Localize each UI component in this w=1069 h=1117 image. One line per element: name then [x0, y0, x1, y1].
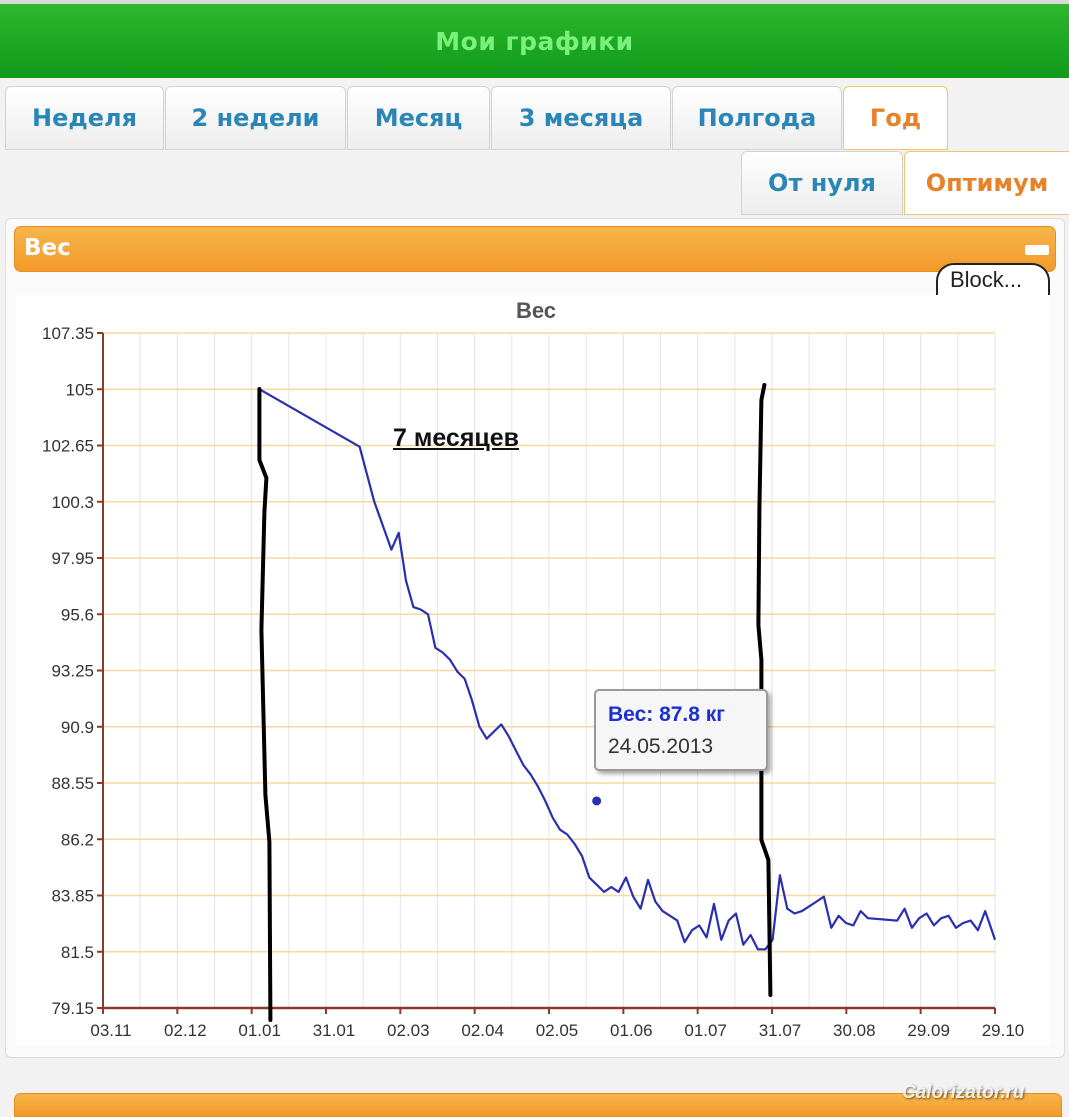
x-tick-label: 30.08	[833, 1021, 876, 1040]
y-tick-label: 90.9	[61, 718, 94, 737]
panel-header[interactable]: Вес	[14, 226, 1056, 272]
y-tick-label: 93.25	[51, 662, 94, 681]
y-tick-label: 79.15	[51, 999, 94, 1018]
x-tick-label: 01.07	[684, 1021, 727, 1040]
x-tick-label: 02.03	[387, 1021, 430, 1040]
tab-2-weeks[interactable]: 2 недели	[165, 86, 346, 150]
period-marker-line	[756, 383, 773, 997]
page-title: Мои графики	[435, 26, 634, 56]
x-tick-label: 29.10	[982, 1021, 1025, 1040]
y-tick-label: 83.85	[51, 887, 94, 906]
annotation-label: 7 месяцев	[393, 424, 520, 452]
y-tick-label: 105	[66, 380, 94, 399]
y-tick-label: 102.65	[42, 437, 94, 456]
watermark-logo: Calorizator.ru	[902, 1082, 1025, 1103]
block-button[interactable]: Block...	[936, 263, 1050, 295]
panel-title: Вес	[24, 235, 71, 261]
tab-half-year[interactable]: Полгода	[672, 86, 842, 150]
y-tick-label: 88.55	[51, 774, 94, 793]
tooltip-date: 24.05.2013	[608, 735, 714, 758]
y-tick-label: 107.35	[42, 324, 94, 343]
chart-tooltip: Вес: 87.8 кг 24.05.2013	[594, 689, 768, 771]
weight-series-line	[258, 388, 997, 951]
collapse-minus-icon[interactable]	[1025, 245, 1049, 255]
x-tick-label: 31.07	[759, 1021, 802, 1040]
tab-year[interactable]: Год	[843, 86, 948, 150]
x-tick-label: 02.04	[461, 1021, 504, 1040]
tab-optimum[interactable]: Оптимум	[904, 151, 1069, 215]
tab-week[interactable]: Неделя	[5, 86, 164, 150]
y-tick-label: 100.3	[51, 493, 94, 512]
y-tick-label: 95.6	[61, 605, 94, 624]
tab-from-zero[interactable]: От нуля	[741, 151, 903, 215]
x-tick-label: 03.11	[90, 1021, 131, 1040]
tooltip-value: Вес: 87.8 кг	[608, 703, 726, 726]
chart-title: Вес	[515, 298, 557, 323]
hovered-point	[592, 796, 602, 806]
period-marker-line	[257, 387, 273, 1022]
y-tick-label: 81.5	[61, 943, 94, 962]
y-tick-label: 86.2	[61, 830, 94, 849]
x-tick-label: 31.01	[313, 1021, 356, 1040]
y-tick-label: 97.95	[51, 549, 94, 568]
x-tick-label: 29.09	[907, 1021, 950, 1040]
x-tick-label: 02.12	[164, 1021, 207, 1040]
tab-3-months[interactable]: 3 месяца	[491, 86, 671, 150]
x-tick-label: 02.05	[536, 1021, 579, 1040]
x-tick-label: 01.01	[238, 1021, 281, 1040]
x-tick-label: 01.06	[610, 1021, 653, 1040]
tab-month[interactable]: Месяц	[347, 86, 490, 150]
app-header: Мои графики	[0, 0, 1069, 78]
